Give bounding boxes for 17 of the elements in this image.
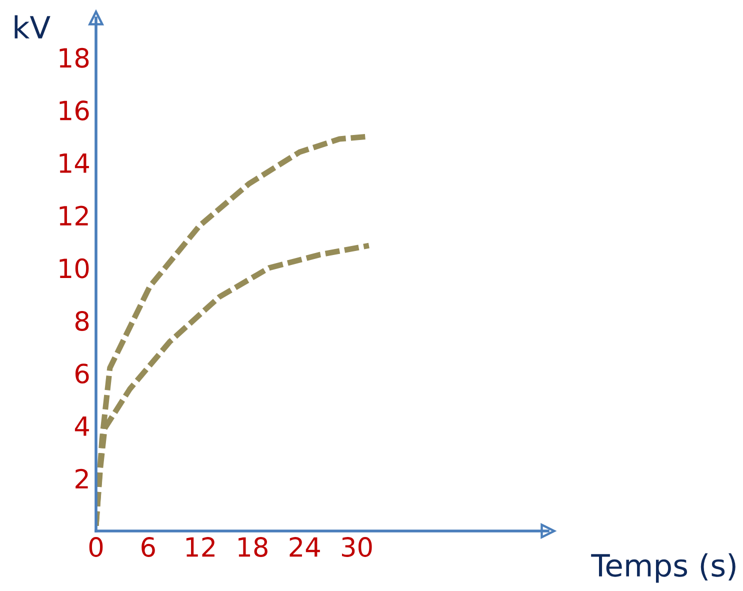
- x-tick-label: 0: [89, 537, 103, 557]
- y-tick-label: 4: [74, 416, 89, 436]
- y-tick-label: 8: [75, 310, 89, 331]
- x-tick-label: 24: [290, 537, 320, 557]
- y-tick-label: 2: [76, 468, 88, 488]
- y-tick-label: 18: [60, 48, 89, 68]
- y-tick-label: 12: [60, 206, 88, 226]
- x-tick-label: 6: [142, 537, 155, 557]
- y-axis-title: kV: [14, 15, 50, 38]
- x-tick-label: 30: [342, 537, 372, 557]
- x-tick-label: 12: [186, 537, 214, 557]
- x-tick-label: 18: [238, 537, 268, 557]
- y-tick-label: 16: [60, 100, 89, 120]
- y-tick-label: 6: [76, 364, 89, 384]
- y-tick-label: 14: [60, 153, 89, 173]
- y-tick-label: 10: [60, 258, 89, 278]
- x-axis-title: Temps (s): [591, 553, 736, 583]
